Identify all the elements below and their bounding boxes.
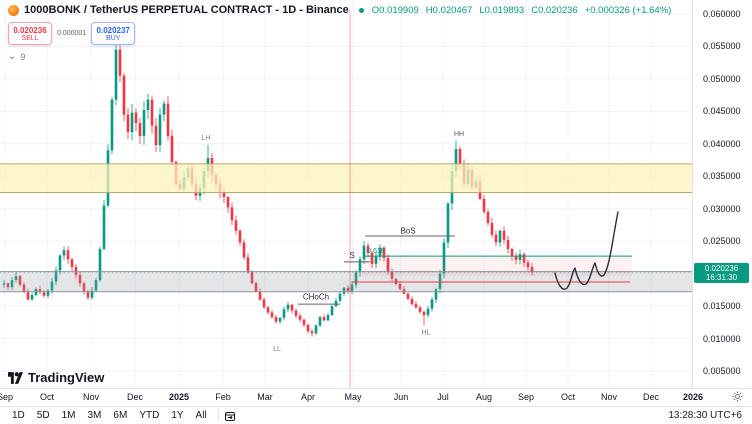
tradingview-watermark[interactable]: TradingView xyxy=(8,370,104,385)
go-to-date-button[interactable] xyxy=(224,410,236,422)
time-tick: Feb xyxy=(215,392,231,402)
gear-icon[interactable] xyxy=(732,391,743,406)
chart-pane[interactable]: BoS S 0.618 CHoCh LL HL LH HH xyxy=(0,0,694,388)
time-tick: Nov xyxy=(82,392,100,402)
time-tick: May xyxy=(344,392,362,402)
time-tick: Mar xyxy=(257,392,273,402)
ohlc-open: 0.019909 xyxy=(379,4,419,16)
time-tick: 2026 xyxy=(682,392,704,402)
market-status-dot xyxy=(358,7,364,13)
sell-label: SELL xyxy=(21,35,39,42)
pink-demand-zone[interactable] xyxy=(362,255,632,276)
hh-label[interactable]: HH xyxy=(454,131,464,138)
ohlc-low: 0.019893 xyxy=(484,4,525,16)
price-tick: 0.055000 xyxy=(703,41,741,52)
buy-label: BUY xyxy=(106,35,121,42)
price-tick: 0.030000 xyxy=(703,203,741,214)
toolbar-divider xyxy=(217,410,219,421)
ohlc-high: 0.020467 xyxy=(432,4,473,16)
range-button-ytd[interactable]: YTD xyxy=(139,410,160,421)
buy-button[interactable]: 0.020237 BUY xyxy=(91,22,136,45)
time-tick: Sep xyxy=(517,392,535,402)
sell-price: 0.020236 xyxy=(13,26,47,35)
time-tick: Oct xyxy=(39,392,55,402)
ohlc-change: +0.000326 (+1.64%) xyxy=(584,4,672,16)
bos-label[interactable]: BoS xyxy=(400,226,415,235)
price-tick: 0.015000 xyxy=(703,301,741,312)
symbol-icon xyxy=(8,4,19,16)
range-button-6m[interactable]: 6M xyxy=(113,410,128,421)
object-tree-toggle[interactable]: ⌄ 9 xyxy=(8,51,671,63)
time-tick: Sep xyxy=(0,392,14,402)
range-button-1d[interactable]: 1D xyxy=(12,410,25,421)
last-price-value: 0.020236 xyxy=(704,263,739,273)
time-tick: Oct xyxy=(560,392,576,402)
time-tick: Aug xyxy=(475,392,493,402)
object-count: 9 xyxy=(20,52,26,62)
time-tick: Jun xyxy=(393,392,409,402)
time-tick: 2025 xyxy=(168,392,190,402)
clock[interactable]: 13:28:30 UTC+6 xyxy=(668,410,742,421)
price-axis[interactable]: 0.020236 16:31:30 0.060000 0.055000 0.0500… xyxy=(692,0,752,388)
fib-618-label[interactable]: 0.618 xyxy=(367,248,385,255)
price-tick: 0.060000 xyxy=(703,9,741,19)
price-tick: 0.040000 xyxy=(703,138,741,149)
choch-label[interactable]: CHoCh xyxy=(303,293,329,302)
range-button-1m[interactable]: 1M xyxy=(61,410,76,421)
chevron-down-icon: ⌄ xyxy=(8,51,17,62)
price-tick: 0.025000 xyxy=(703,236,741,247)
ohlc-close: 0.020236 xyxy=(538,4,578,16)
time-axis[interactable]: Sep Oct Nov Dec 2025 Feb Mar Apr May Jun Jul Aug Sep… xyxy=(0,388,752,406)
go-to-date-icon xyxy=(224,411,235,421)
tradingview-logo-icon xyxy=(8,371,23,384)
chart-header: 1000BONK / TetherUS PERPETUAL CONTRACT -… xyxy=(8,4,671,62)
price-tick: 0.010000 xyxy=(703,333,741,344)
range-button-3m[interactable]: 3M xyxy=(87,410,102,421)
time-tick: Dec xyxy=(126,392,144,402)
range-selector: 1D 5D 1M 3M 6M YTD 1Y All xyxy=(0,410,213,421)
spread-value: 0.000001 xyxy=(57,30,87,37)
time-tick: Nov xyxy=(600,392,618,402)
last-price-label: 0.020236 16:31:30 xyxy=(694,262,749,283)
ohlc-values: O0.019909 H0.020467 L0.019893 C0.020236 … xyxy=(371,4,672,16)
time-tick: Jul xyxy=(437,392,449,402)
buy-price: 0.020237 xyxy=(96,26,130,35)
sell-button[interactable]: 0.020236 SELL xyxy=(8,22,52,45)
price-tick: 0.045000 xyxy=(703,106,741,117)
gray-range-zone[interactable] xyxy=(0,271,692,293)
range-button-1y[interactable]: 1Y xyxy=(171,410,184,421)
s-label[interactable]: S xyxy=(349,251,354,260)
ll-label[interactable]: LL xyxy=(273,346,281,353)
price-tick: 0.005000 xyxy=(703,365,741,376)
symbol-title[interactable]: 1000BONK / TetherUS PERPETUAL CONTRACT -… xyxy=(24,4,349,16)
chart-canvas[interactable]: BoS S 0.618 CHoCh LL HL LH HH xyxy=(0,0,694,388)
bottom-toolbar: 1D 5D 1M 3M 6M YTD 1Y All 13:28:30 UTC+6 xyxy=(0,406,752,424)
time-tick: Apr xyxy=(300,392,316,402)
range-button-all[interactable]: All xyxy=(195,410,207,421)
freehand-arrow[interactable] xyxy=(554,211,619,290)
yellow-supply-zone[interactable] xyxy=(0,163,692,193)
last-price-countdown: 16:31:30 xyxy=(705,272,738,282)
range-button-5d[interactable]: 5D xyxy=(36,410,50,421)
price-tick: 0.035000 xyxy=(703,171,741,182)
time-tick: Dec xyxy=(642,392,660,402)
lh-label[interactable]: LH xyxy=(202,135,211,142)
tradingview-logo-text: TradingView xyxy=(28,370,105,385)
hl-label[interactable]: HL xyxy=(422,330,431,337)
price-tick: 0.050000 xyxy=(703,73,741,84)
